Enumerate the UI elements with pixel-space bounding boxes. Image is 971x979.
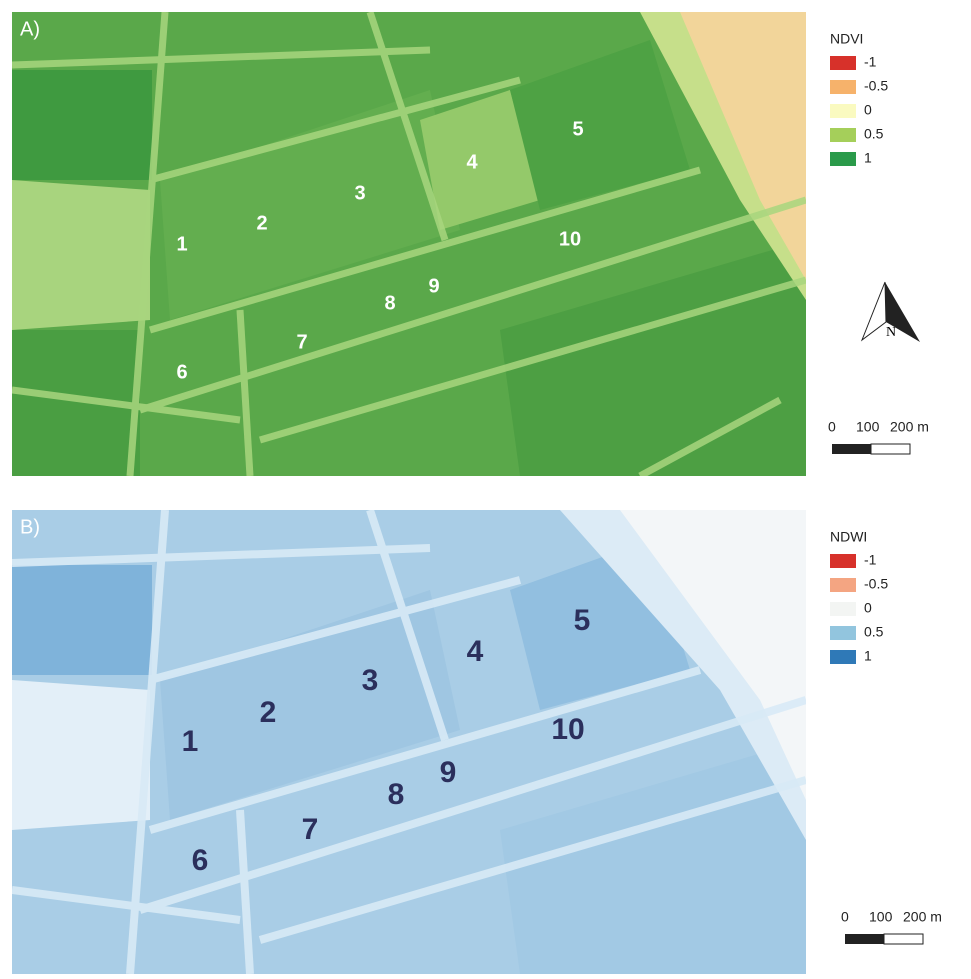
legend-swatch	[830, 104, 856, 118]
legend-label: -1	[864, 552, 877, 568]
scale-label: 200 m	[903, 909, 942, 925]
field-label: 2	[260, 696, 277, 729]
field-label: 7	[302, 813, 319, 846]
field-label: 8	[388, 778, 405, 811]
legend-label: 1	[864, 648, 872, 664]
field-label: 2	[256, 212, 267, 234]
legend-swatch	[830, 626, 856, 640]
legend-swatch	[830, 80, 856, 94]
field-label: 6	[176, 361, 187, 383]
legend-label: 0	[864, 600, 872, 616]
scale-bar-light	[871, 444, 910, 454]
legend-label: -0.5	[864, 78, 888, 94]
field-label: 4	[466, 151, 478, 173]
panel-label: A)	[20, 18, 40, 40]
field-label: 3	[354, 182, 365, 204]
scale-label: 200 m	[890, 419, 929, 435]
field-label: 9	[428, 275, 439, 297]
legend-swatch	[830, 578, 856, 592]
north-label: N	[886, 325, 896, 340]
legend-label: 1	[864, 150, 872, 166]
field-label: 1	[176, 233, 187, 255]
north-arrow: N	[862, 282, 920, 342]
legend-swatch	[830, 602, 856, 616]
legend-title: NDVI	[830, 31, 863, 47]
panel-label: B)	[20, 516, 40, 538]
field-label: 4	[467, 635, 484, 668]
scale-bar-dark	[832, 444, 871, 454]
legend-label: -0.5	[864, 576, 888, 592]
legend-swatch	[830, 128, 856, 142]
scale-label: 100	[856, 419, 880, 435]
scale-label: 0	[828, 419, 836, 435]
field-label: 10	[559, 228, 581, 250]
legend-swatch	[830, 554, 856, 568]
legend-label: 0	[864, 102, 872, 118]
field-label: 6	[192, 844, 209, 877]
legend-title: NDWI	[830, 529, 867, 545]
page: {"panels": [ {"label": "A)", "legend": {…	[0, 0, 971, 974]
scale-bar-light	[884, 934, 923, 944]
ndvi-map	[12, 12, 806, 476]
field-label: 8	[384, 292, 395, 314]
field-label: 3	[362, 664, 379, 697]
field-label: 5	[572, 118, 583, 140]
scale-bar-dark	[845, 934, 884, 944]
legend-label: 0.5	[864, 624, 884, 640]
legend-label: -1	[864, 54, 877, 70]
field-label: 1	[182, 725, 199, 758]
scale-label: 100	[869, 909, 893, 925]
legend-label: 0.5	[864, 126, 884, 142]
legend-swatch	[830, 650, 856, 664]
field-label: 9	[440, 756, 457, 789]
ndwi-map	[12, 510, 806, 974]
legend-swatch	[830, 152, 856, 166]
scale-label: 0	[841, 909, 849, 925]
field-label: 7	[296, 331, 307, 353]
figure: N A)NDVI-1-0.500.51123456789100100200 mB…	[0, 0, 971, 974]
legend-swatch	[830, 56, 856, 70]
field-label: 10	[551, 713, 584, 746]
field-label: 5	[574, 604, 591, 637]
